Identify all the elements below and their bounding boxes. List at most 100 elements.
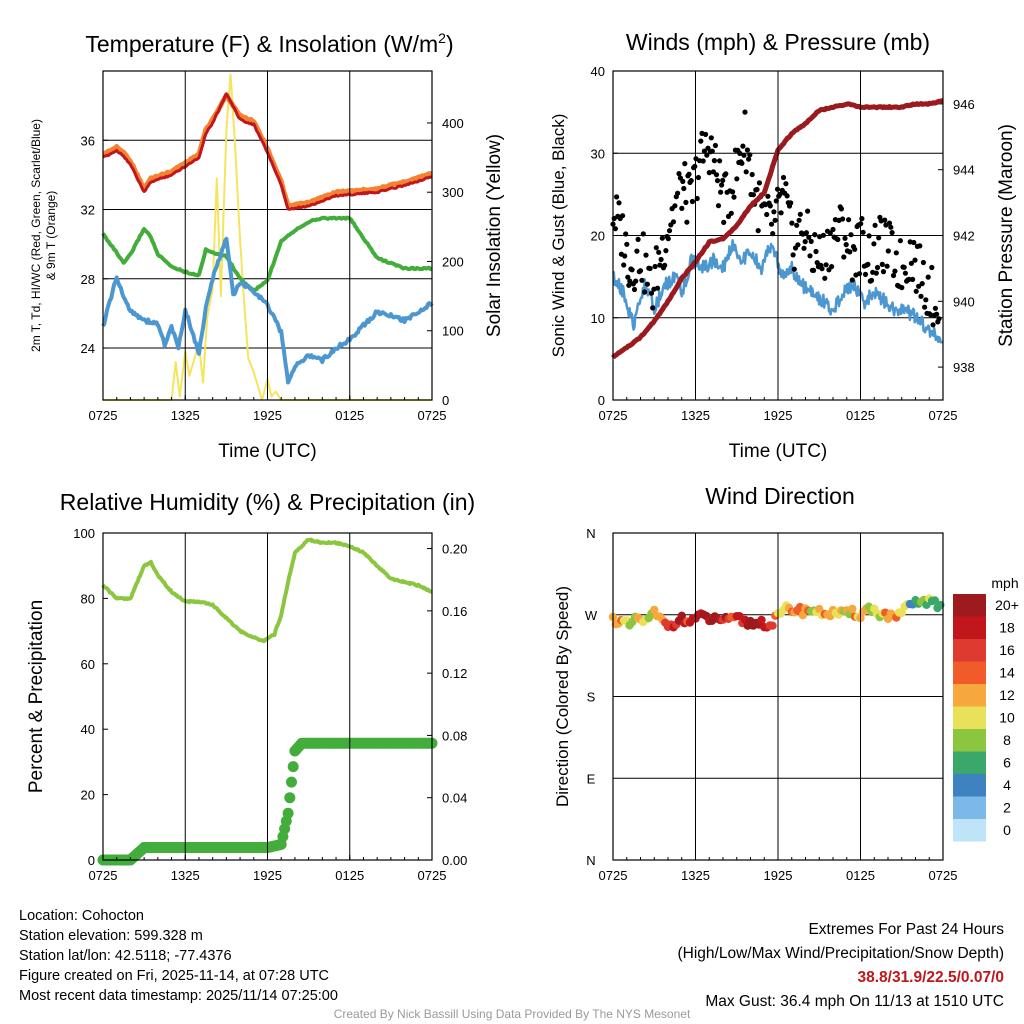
gust-point: [827, 230, 833, 236]
gust-point: [888, 224, 894, 230]
gust-point: [879, 261, 885, 267]
y2-tick-label: 942: [953, 229, 975, 244]
gust-point: [672, 203, 678, 209]
colorbar-swatch: [953, 796, 986, 819]
colorbar-swatch: [953, 751, 986, 774]
gust-point: [912, 257, 918, 263]
gust-point: [742, 109, 748, 115]
x-tick-label: 1925: [764, 868, 793, 883]
gust-point: [897, 238, 904, 244]
max-gust-text: Max Gust: 36.4 mph On 11/13 at 1510 UTC: [705, 993, 1004, 1010]
y-tick-label: 24: [81, 341, 95, 356]
extremes-title: Extremes For Past 24 Hours: [808, 921, 1004, 938]
location-text: Location: Cohocton: [19, 908, 144, 924]
gust-point: [925, 274, 931, 280]
gust-point: [625, 274, 631, 280]
gust-point: [902, 270, 909, 276]
gust-point: [911, 239, 917, 246]
gust-point: [708, 135, 714, 141]
gust-point: [917, 243, 923, 249]
gust-point: [639, 277, 645, 283]
gust-point: [700, 158, 706, 164]
direction-point: [650, 605, 659, 615]
y-tick-label: 0: [598, 393, 605, 408]
gust-point: [801, 245, 807, 251]
colorbar-swatch: [953, 661, 986, 684]
gust-point: [893, 250, 899, 256]
gust-point: [657, 262, 663, 268]
gust-point: [750, 192, 757, 198]
gust-point: [930, 322, 936, 328]
gust-point: [920, 259, 927, 266]
gust-point: [631, 286, 638, 293]
gust-point: [802, 239, 808, 245]
gust-point: [906, 276, 912, 282]
gust-point: [633, 278, 639, 284]
gust-point: [847, 249, 853, 255]
gust-point: [840, 216, 846, 222]
chart-title: Winds (mph) & Pressure (mb): [626, 29, 930, 55]
gust-point: [819, 266, 825, 272]
y2-tick-label: 400: [442, 116, 464, 131]
x-tick-label: 0725: [89, 408, 118, 423]
gust-point: [794, 222, 800, 228]
gust-point: [749, 171, 755, 178]
y2-tick-label: 940: [953, 294, 975, 309]
gust-point: [788, 200, 794, 206]
gust-point: [682, 161, 688, 167]
gust-point: [873, 270, 879, 276]
gust-point: [718, 189, 724, 195]
gust-point: [922, 304, 928, 310]
gust-point: [621, 262, 627, 268]
gust-point: [754, 186, 760, 193]
gust-point: [723, 171, 729, 177]
gust-point: [737, 150, 743, 156]
gust-point: [689, 198, 696, 205]
chart-title: Relative Humidity (%) & Precipitation (i…: [60, 489, 475, 515]
gust-point: [663, 248, 669, 254]
gust-point: [884, 263, 890, 269]
latlon-text: Station lat/lon: 42.5118; -77.4376: [19, 948, 232, 964]
gust-point: [868, 277, 875, 283]
gust-point: [856, 271, 863, 277]
gust-point: [813, 248, 819, 255]
colorbar-swatch: [953, 639, 986, 662]
elevation-text: Station elevation: 599.328 m: [19, 928, 203, 944]
gust-point: [876, 235, 882, 241]
direction-point: [768, 621, 777, 630]
gust-point: [686, 171, 692, 177]
gust-point: [835, 236, 841, 243]
colorbar-swatch: [953, 706, 986, 729]
gust-point: [871, 241, 877, 247]
gust-point: [715, 203, 722, 209]
gust-point: [783, 181, 789, 187]
gust-point: [899, 285, 905, 291]
gust-point: [643, 252, 649, 258]
x-axis-label: Time (UTC): [729, 441, 828, 462]
y2-tick-label: 0.04: [442, 791, 467, 806]
gust-point: [822, 275, 828, 281]
gust-point: [642, 289, 648, 295]
colorbar-swatch: [953, 594, 986, 617]
y-axis-label: Percent & Precipitation: [26, 600, 47, 793]
gust-point: [886, 220, 893, 226]
gust-point: [803, 230, 810, 236]
y2-axis-label: Solar Insolation (Yellow): [484, 134, 505, 337]
gust-point: [612, 226, 619, 232]
colorbar-label: 2: [1003, 800, 1011, 816]
gust-point: [892, 268, 898, 274]
y-tick-label: 20: [81, 788, 95, 803]
extremes-values: 38.8/31.9/22.5/0.07/0: [857, 969, 1004, 986]
gust-point: [703, 131, 709, 137]
gust-point: [684, 219, 690, 225]
y-tick-label: 80: [81, 591, 95, 606]
x-tick-label: 0725: [418, 868, 447, 883]
recent-data-text: Most recent data timestamp: 2025/11/14 0…: [19, 988, 338, 1004]
colorbar-label: 16: [999, 642, 1015, 658]
colorbar-label: 12: [999, 687, 1015, 703]
gust-point: [709, 148, 715, 154]
gust-point: [728, 210, 734, 216]
y-tick-label: 60: [81, 657, 95, 672]
y-axis-label-line2: & 9m T (Orange): [44, 191, 58, 281]
gust-point: [658, 256, 664, 263]
